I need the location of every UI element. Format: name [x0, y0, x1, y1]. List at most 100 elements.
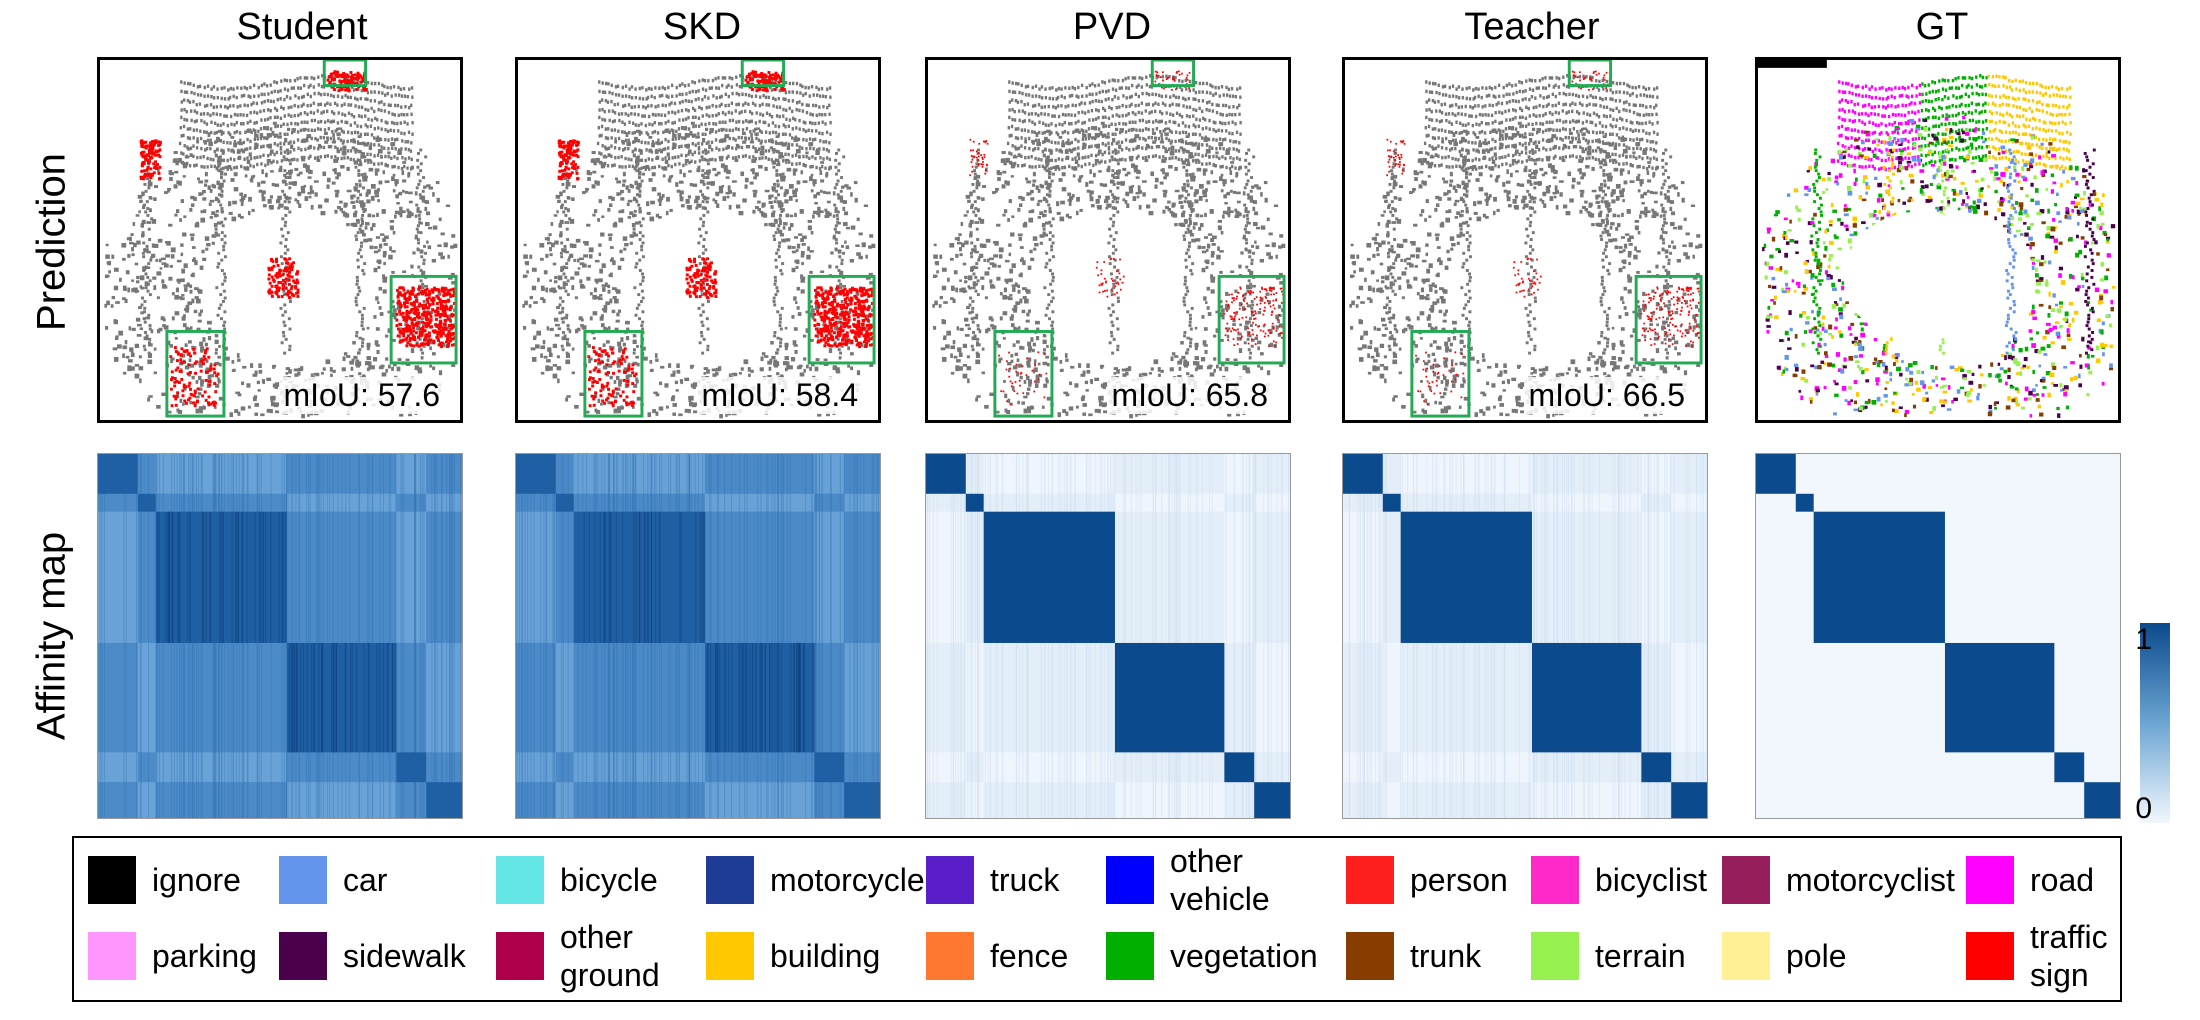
column-title-gt: GT	[1915, 6, 1969, 48]
affinity-heatmap-teacher	[1343, 454, 1707, 818]
diagonal-block	[396, 752, 427, 783]
legend-swatch	[1531, 856, 1579, 904]
diagonal-block	[926, 454, 966, 494]
block-texture	[583, 511, 816, 753]
affinity-heatmap-pvd	[926, 454, 1290, 818]
diagonal-block	[844, 782, 880, 818]
row-label-prediction: Prediction	[29, 153, 74, 331]
affinity-map-gt	[1755, 453, 2121, 819]
legend-swatch	[1531, 932, 1579, 980]
class-legend: ignore car bicycle motorcycle truck other veh…	[72, 836, 2122, 1002]
prediction-panel-teacher: mIoU: 66.5	[1342, 57, 1708, 423]
affinity-heatmap-skd	[516, 454, 880, 818]
highlight-box	[740, 60, 786, 88]
error-points	[1386, 70, 1701, 405]
legend-swatch	[1966, 856, 2014, 904]
highlight-box	[807, 274, 876, 365]
diagonal-block	[155, 511, 287, 643]
diagonal-block	[1400, 511, 1532, 643]
diagonal-block	[1795, 493, 1814, 512]
miou-label-skd: mIoU: 58.4	[697, 377, 862, 414]
legend-label: motorcycle	[770, 862, 925, 898]
diagonal-block	[2054, 752, 2085, 783]
legend-label: other ground	[560, 919, 660, 993]
scan-points	[104, 74, 458, 419]
column-title-student: Student	[236, 6, 368, 48]
legend-swatch	[706, 856, 754, 904]
prediction-scan-skd	[522, 60, 876, 419]
diagonal-block	[426, 782, 462, 818]
highlight-box	[1217, 274, 1286, 365]
affinity-heatmap-gt	[1756, 454, 2120, 818]
column-title-pvd: PVD	[1072, 6, 1152, 48]
prediction-scan-student	[104, 60, 458, 419]
miou-label-teacher: mIoU: 66.5	[1524, 377, 1689, 414]
prediction-panel-gt	[1755, 57, 2121, 423]
diagonal-block	[2084, 782, 2120, 818]
prediction-scan-teacher	[1349, 60, 1703, 419]
legend-swatch	[279, 932, 327, 980]
legend-swatch	[1106, 932, 1154, 980]
diagonal-block	[1254, 782, 1290, 818]
diagonal-block	[965, 493, 984, 512]
diagonal-block	[983, 511, 1115, 643]
block-texture	[156, 511, 397, 753]
affinity-map-skd	[515, 453, 881, 819]
diagonal-block	[814, 752, 845, 783]
legend-label: traffic sign	[2030, 919, 2108, 993]
legend-label: parking	[152, 938, 257, 974]
column-title-skd: SKD	[662, 6, 742, 48]
diagonal-block	[1671, 782, 1707, 818]
legend-label: pole	[1786, 938, 1847, 974]
diagonal-block	[1813, 511, 1945, 643]
legend-label: person	[1410, 862, 1508, 898]
diagonal-block	[1756, 454, 1796, 494]
diagonal-block	[1224, 752, 1255, 783]
prediction-scan-pvd	[932, 60, 1286, 419]
legend-swatch	[1722, 856, 1770, 904]
column-title-teacher: Teacher	[1464, 6, 1600, 48]
diagonal-block	[573, 511, 705, 643]
legend-swatch	[496, 856, 544, 904]
scan-points	[932, 74, 1286, 419]
highlight-box	[322, 60, 368, 88]
legend-swatch	[926, 932, 974, 980]
prediction-scan-gt	[1758, 60, 2116, 418]
legend-label: sidewalk	[343, 938, 466, 974]
legend-label: bicycle	[560, 862, 658, 898]
legend-label: building	[770, 938, 881, 974]
diagonal-block	[1531, 642, 1642, 753]
diagonal-block	[555, 493, 574, 512]
affinity-heatmap-student	[98, 454, 462, 818]
affinity-map-pvd	[925, 453, 1291, 819]
legend-swatch	[1346, 932, 1394, 980]
affinity-map-student	[97, 453, 463, 819]
colorbar-max-label: 1	[2135, 623, 2152, 656]
legend-swatch	[706, 932, 754, 980]
legend-label: trunk	[1410, 938, 1482, 974]
diagonal-block	[286, 642, 397, 753]
highlight-box	[389, 274, 458, 365]
error-points	[969, 70, 1284, 405]
legend-swatch	[1966, 932, 2014, 980]
affinity-colorbar	[2140, 623, 2170, 823]
diagonal-block	[1343, 454, 1383, 494]
legend-label: ignore	[152, 862, 241, 898]
diagonal-block	[1382, 493, 1401, 512]
scan-center	[1843, 211, 1998, 342]
legend-label: terrain	[1595, 938, 1686, 974]
miou-label-pvd: mIoU: 65.8	[1107, 377, 1272, 414]
diagonal-block	[1641, 752, 1672, 783]
highlight-box	[1150, 60, 1196, 88]
diagonal-block	[1114, 642, 1225, 753]
legend-swatch	[1106, 856, 1154, 904]
affinity-map-teacher	[1342, 453, 1708, 819]
highlight-box	[993, 330, 1054, 418]
legend-label: car	[343, 862, 388, 898]
legend-swatch	[88, 932, 136, 980]
diagonal-block	[704, 642, 815, 753]
highlight-box	[1634, 274, 1703, 365]
legend-label: motorcyclist	[1786, 862, 1955, 898]
row-label-affinity: Affinity map	[29, 531, 74, 741]
diagonal-block	[137, 493, 156, 512]
